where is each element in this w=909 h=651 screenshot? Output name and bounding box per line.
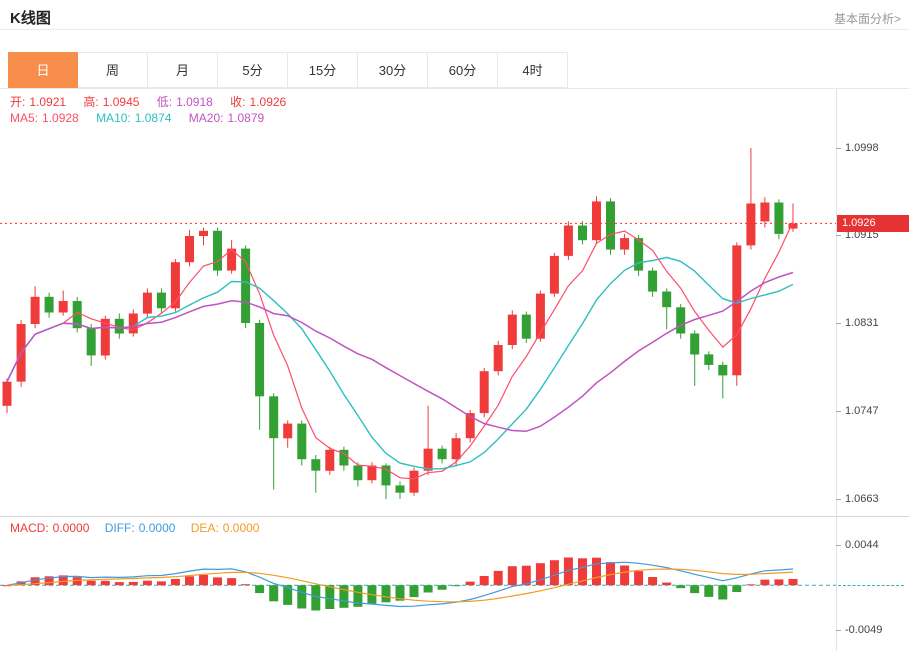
tab-5min[interactable]: 5分 [218, 52, 288, 88]
macd-value: MACD: 0.0000 [10, 521, 90, 535]
price-axis-label: 1.0998 [836, 141, 905, 155]
widget-header: K线图 基本面分析> [0, 0, 909, 30]
diff-value: DIFF: 0.0000 [104, 521, 176, 535]
low-quote: 低: 1.0918 [156, 95, 213, 109]
price-axis-label: 1.0915 [836, 228, 905, 242]
macd-chart[interactable] [0, 517, 836, 651]
tab-day[interactable]: 日 [8, 52, 78, 88]
tab-4hour[interactable]: 4时 [498, 52, 568, 88]
tab-bar: 日周月 5分 15分 30分 60分 4时 [0, 52, 909, 89]
axis-divider [836, 89, 837, 651]
ohlc-row: 开: 1.0921 高: 1.0945 低: 1.0918 收: 1.0926 [10, 93, 300, 110]
tab-month[interactable]: 月 [148, 52, 218, 88]
ma20-quote: MA20: 1.0879 [188, 111, 265, 125]
ma-row: MA5: 1.0928 MA10: 1.0874 MA20: 1.0879 [10, 111, 278, 125]
tab-week[interactable]: 周 [78, 52, 148, 88]
price-axis-label: 1.0831 [836, 316, 905, 330]
tab-15min[interactable]: 15分 [288, 52, 358, 88]
price-axis-label: 1.0747 [836, 404, 905, 418]
fundamental-analysis-link[interactable]: 基本面分析> [833, 12, 901, 26]
high-quote: 高: 1.0945 [83, 95, 140, 109]
ma10-quote: MA10: 1.0874 [96, 111, 172, 125]
price-axis-label: 1.0663 [836, 492, 905, 506]
dea-value: DEA: 0.0000 [190, 521, 260, 535]
panel-divider [0, 516, 909, 517]
tab-60min[interactable]: 60分 [428, 52, 498, 88]
macd-zero-line [838, 585, 904, 587]
macd-header-row: MACD: 0.0000 DIFF: 0.0000 DEA: 0.0000 [10, 521, 271, 535]
open-quote: 开: 1.0921 [10, 95, 67, 109]
macd-axis-label: -0.0049 [836, 623, 905, 637]
tab-30min[interactable]: 30分 [358, 52, 428, 88]
candlestick-chart[interactable] [0, 88, 836, 516]
current-price-tag: 1.0926 [837, 214, 909, 232]
page-title: K线图 [10, 10, 51, 27]
close-quote: 收: 1.0926 [230, 95, 287, 109]
macd-axis-label: 0.0044 [836, 538, 905, 552]
ma5-quote: MA5: 1.0928 [10, 111, 79, 125]
